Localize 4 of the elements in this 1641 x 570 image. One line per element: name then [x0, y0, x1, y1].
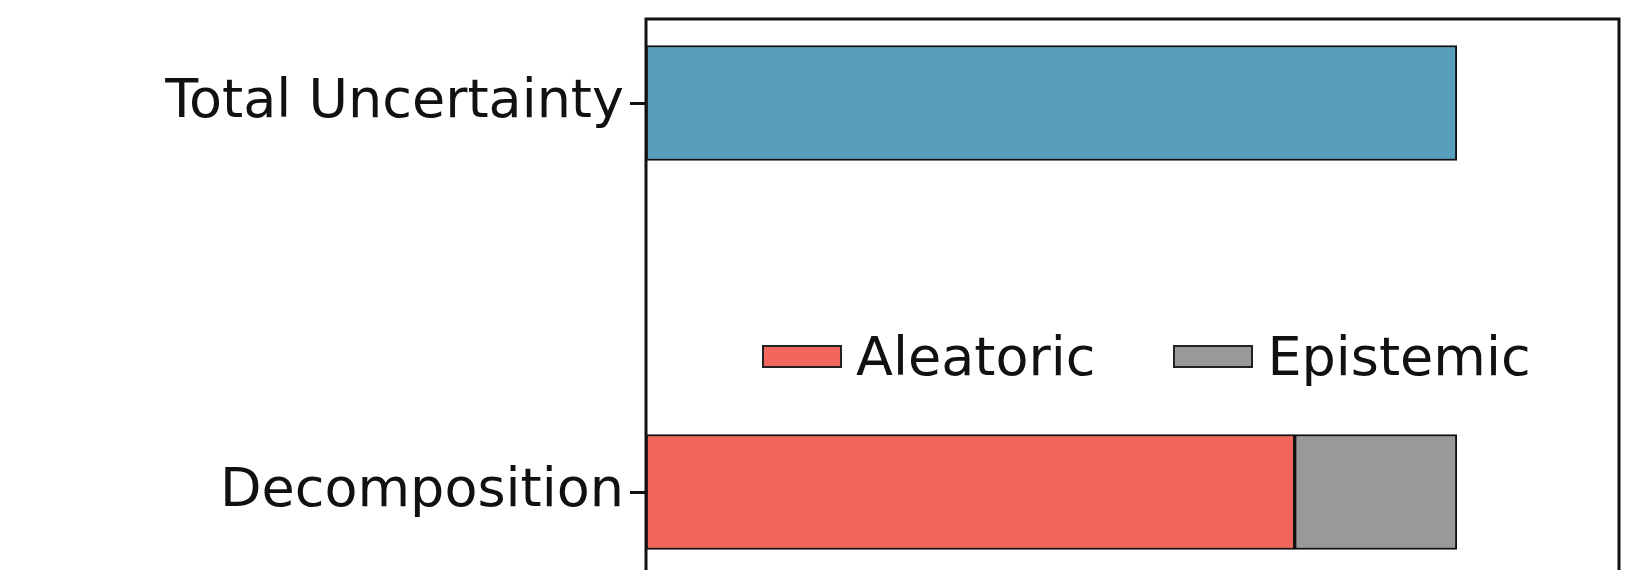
- y-tick-label: Total Uncertainty: [164, 67, 624, 131]
- y-tick-label: Decomposition: [219, 456, 624, 520]
- legend-label: Aleatoric: [856, 325, 1096, 388]
- legend-label: Epistemic: [1267, 325, 1531, 388]
